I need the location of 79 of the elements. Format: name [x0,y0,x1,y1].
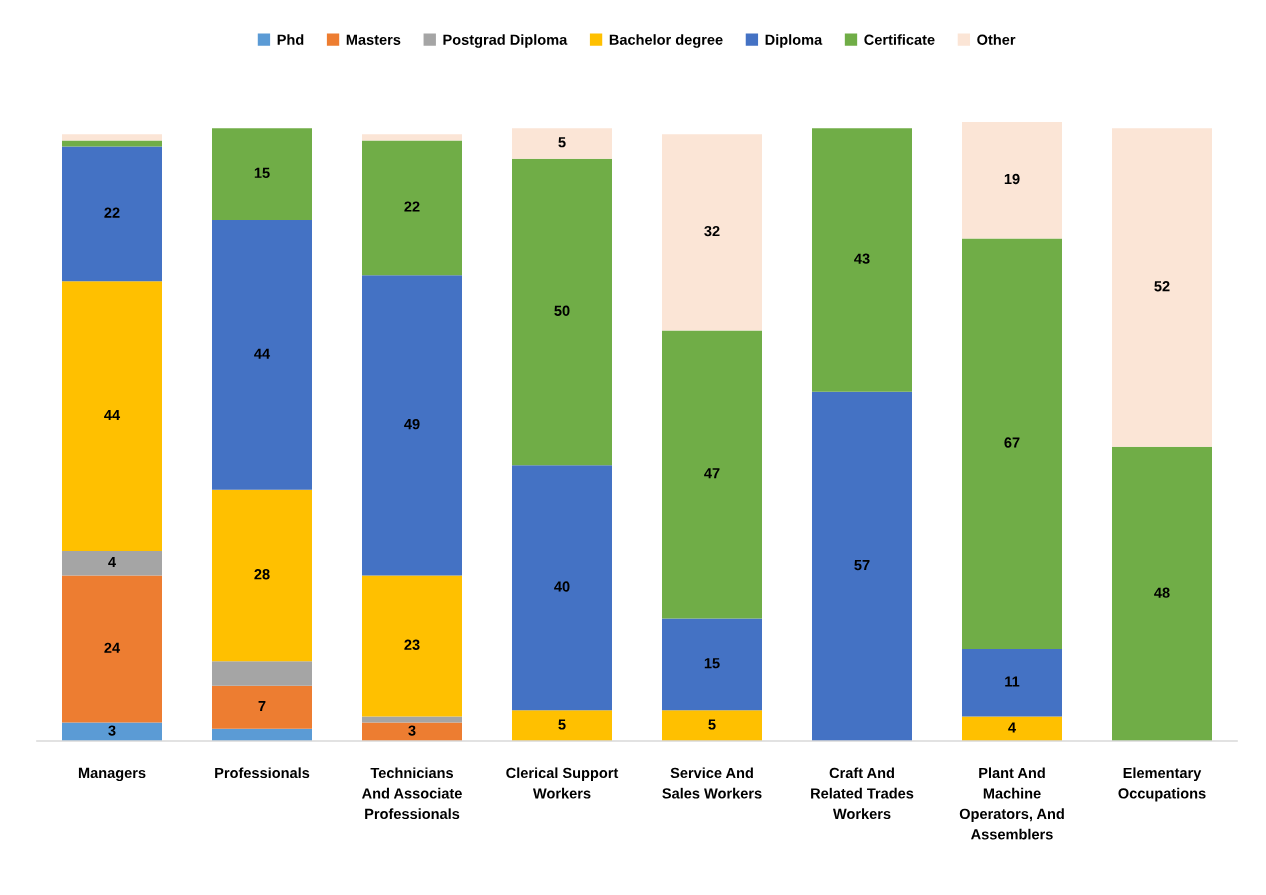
bar [512,710,612,741]
legend-label: Diploma [765,34,823,48]
x-tick-label: Managers [78,767,146,781]
data-label: 48 [1154,587,1170,598]
data-label: 19 [1004,173,1020,185]
data-label: 24 [104,642,121,653]
data-label: 4 [108,557,116,568]
data-label: 11 [1005,676,1020,687]
data-label: 22 [104,207,120,218]
bar [62,146,162,282]
data-label: 3 [408,725,416,736]
data-label: 44 [254,348,271,359]
bar [212,220,312,490]
data-label: 57 [854,560,870,571]
bar [512,158,612,466]
x-tick-label: Professionals [215,767,310,779]
x-tick-label: Technicians And Associate Professionals [361,767,462,820]
data-label: 52 [1154,281,1170,292]
data-label: 5 [708,719,716,730]
bar [812,391,912,741]
bar [512,128,612,159]
bar [362,716,462,723]
bar [212,728,312,741]
bar [662,134,762,331]
bar [362,722,462,741]
bar [962,716,1062,741]
bar [1112,128,1212,447]
legend-label: Postgrad Diploma [443,34,568,48]
legend-label: Phd [277,34,304,45]
bar [212,489,312,662]
x-tick-label: Craft And Related Trades Workers [811,767,914,820]
bar [62,134,162,141]
x-tick-label: Service And Sales Workers [662,767,762,799]
data-label: 32 [704,225,720,237]
bar [1112,446,1212,741]
data-label: 49 [404,418,420,430]
data-label: 28 [254,569,270,580]
data-label: 4 [1008,722,1016,733]
data-label: 15 [704,658,720,669]
data-label: 67 [1004,437,1020,448]
bar [62,551,162,576]
legend-label: Certificate [864,34,935,45]
data-label: 3 [108,725,116,736]
data-label: 5 [558,719,566,730]
x-tick-label: Elementary Occupations [1118,767,1206,802]
bar [962,122,1062,239]
bar [362,275,462,576]
bar [62,575,162,723]
bar [962,238,1062,650]
bar [62,140,162,147]
data-label: 43 [854,253,870,264]
bar [62,722,162,741]
bar [212,685,312,729]
bar [62,281,162,552]
x-tick-label: Clerical Support Workers [506,767,619,799]
bar [212,128,312,221]
data-label: 15 [254,167,270,179]
bar [512,465,612,711]
bar [962,649,1062,717]
bar [362,140,462,276]
bar [812,128,912,392]
bar [662,710,762,741]
legend-label: Masters [346,34,401,45]
bar [362,575,462,717]
data-label: 23 [404,639,420,650]
legend-label: Other [977,34,1016,45]
data-label: 7 [258,701,266,712]
data-label: 5 [558,137,566,148]
data-label: 50 [554,305,570,316]
bar [362,134,462,141]
data-label: 22 [404,201,420,212]
bar [212,661,312,686]
legend-label: Bachelor degree [609,34,723,48]
bar [662,330,762,619]
data-label: 40 [554,581,570,592]
x-tick-label: Plant And Machine Operators, And Assemblers [959,767,1064,840]
bar [662,618,762,711]
data-label: 47 [704,468,720,479]
data-label: 44 [104,409,121,420]
